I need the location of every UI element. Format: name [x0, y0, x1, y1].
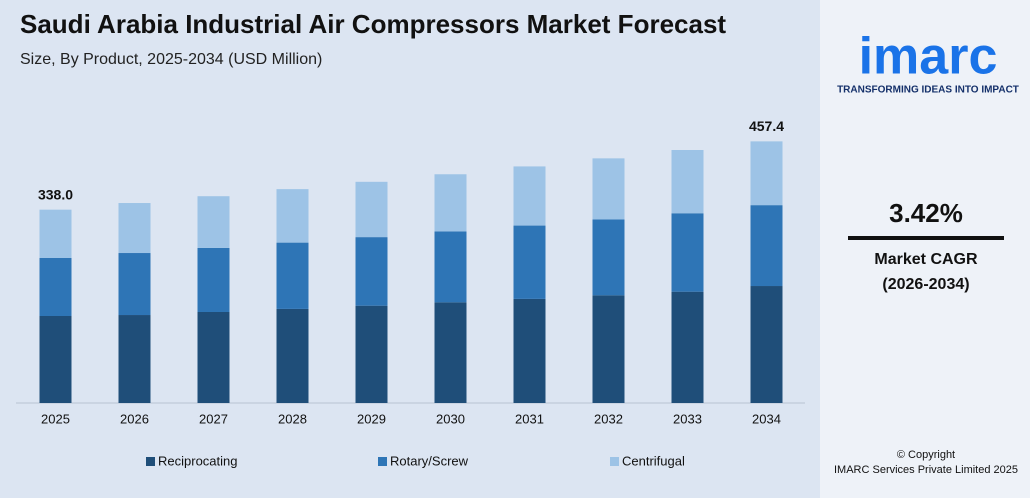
legend-swatch	[146, 457, 155, 466]
bar-segment	[39, 315, 72, 403]
cagr-label: Market CAGR	[874, 251, 978, 268]
cagr-value: 3.42%	[889, 198, 963, 228]
x-tick-label: 2031	[515, 411, 544, 426]
bar-segment	[671, 291, 704, 403]
bar-segment	[434, 174, 467, 232]
bar-segment	[197, 311, 230, 403]
x-tick-label: 2025	[41, 411, 70, 426]
x-tick-label: 2030	[436, 411, 465, 426]
legend-swatch	[378, 457, 387, 466]
total-label: 457.4	[749, 118, 784, 134]
copyright: © Copyright	[897, 449, 955, 461]
bar-segment	[355, 305, 388, 403]
legend-label: Centrifugal	[622, 453, 685, 468]
bar-segment	[276, 242, 309, 309]
bar-segment	[750, 141, 783, 206]
bar-segment	[276, 308, 309, 403]
x-tick-label: 2032	[594, 411, 623, 426]
legend-label: Reciprocating	[158, 453, 238, 468]
bar-segment	[118, 253, 151, 316]
bar-segment	[750, 205, 783, 287]
bar-segment	[750, 286, 783, 403]
bar-segment	[434, 231, 467, 303]
bar-segment	[513, 225, 546, 299]
bar-segment	[118, 315, 151, 403]
bar-segment	[355, 181, 388, 238]
bar-segment	[197, 247, 230, 312]
bar-segment	[434, 302, 467, 403]
total-label: 338.0	[38, 186, 73, 202]
cagr-period: (2026-2034)	[882, 276, 969, 293]
bar-segment	[118, 203, 151, 254]
bar-segment	[671, 150, 704, 214]
bar-segment	[513, 166, 546, 226]
sidebar-panel	[820, 0, 1030, 498]
bar-segment	[39, 257, 72, 316]
x-tick-label: 2034	[752, 411, 781, 426]
bar-segment	[592, 295, 625, 403]
bar-segment	[276, 189, 309, 243]
x-tick-label: 2028	[278, 411, 307, 426]
legend-swatch	[610, 457, 619, 466]
x-tick-label: 2029	[357, 411, 386, 426]
logo: imarc	[859, 28, 998, 86]
bar-segment	[592, 219, 625, 296]
x-tick-label: 2027	[199, 411, 228, 426]
chart-title: Saudi Arabia Industrial Air Compressors …	[20, 9, 726, 39]
bar-segment	[513, 298, 546, 403]
x-tick-label: 2033	[673, 411, 702, 426]
chart-subtitle: Size, By Product, 2025-2034 (USD Million…	[20, 51, 322, 68]
legend-label: Rotary/Screw	[390, 453, 469, 468]
bar-segment	[39, 209, 72, 258]
bar-segment	[355, 237, 388, 306]
company: IMARC Services Private Limited 2025	[834, 464, 1018, 476]
x-tick-label: 2026	[120, 411, 149, 426]
tagline: TRANSFORMING IDEAS INTO IMPACT	[837, 85, 1019, 96]
bar-segment	[592, 158, 625, 220]
bar-segment	[197, 196, 230, 248]
bar-segment	[671, 213, 704, 292]
